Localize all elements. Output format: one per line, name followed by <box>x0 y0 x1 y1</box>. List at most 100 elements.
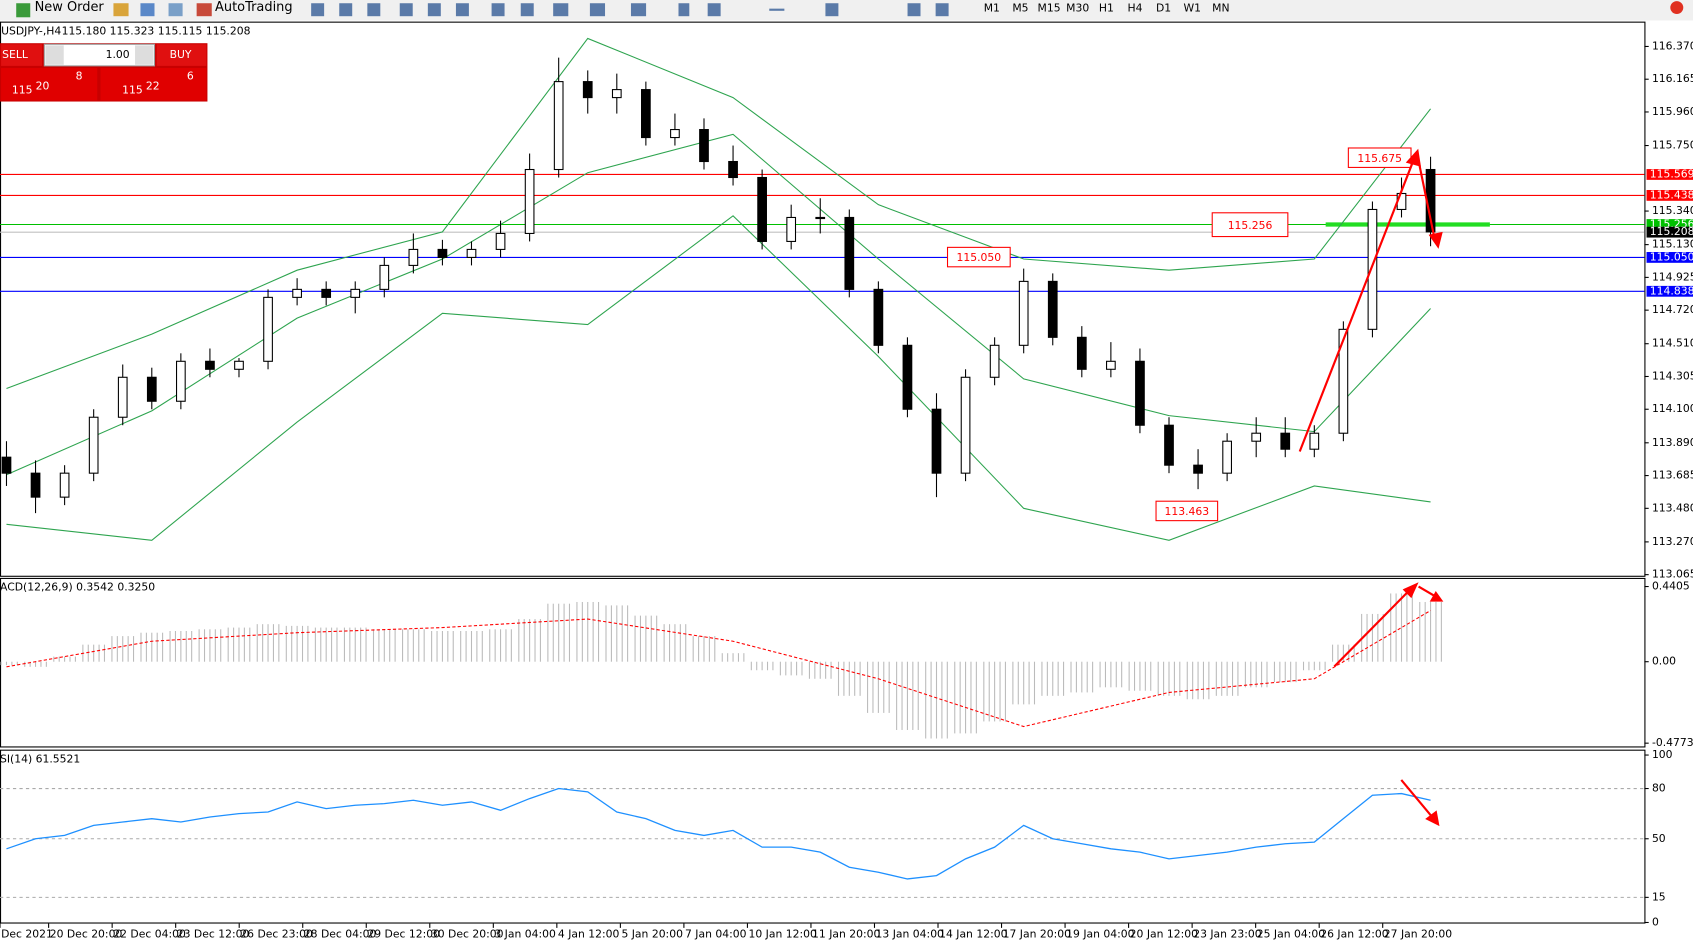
y-tick-label: 113.685 <box>1652 469 1693 482</box>
candle-body <box>1076 336 1087 370</box>
candle-body <box>292 288 302 298</box>
main-pane <box>0 21 1646 577</box>
icon[interactable] <box>113 3 129 17</box>
rsi-pane <box>0 749 1646 924</box>
new-order[interactable]: New Order <box>35 0 105 15</box>
level-tag <box>1646 252 1693 263</box>
alert[interactable] <box>1670 1 1684 15</box>
y-tick-label: 0.4405 <box>1652 580 1690 593</box>
timeframe[interactable]: D1 <box>1156 2 1171 15</box>
candle-body <box>175 360 186 402</box>
candle-body <box>524 168 535 234</box>
arrowhead <box>1429 591 1444 602</box>
buy-button[interactable] <box>156 44 207 66</box>
sell-big: 115 <box>12 84 33 97</box>
x-tick-label: Dec 2021 <box>1 927 53 940</box>
icon[interactable] <box>140 3 155 17</box>
arrowhead <box>1428 231 1443 249</box>
timeframe[interactable]: W1 <box>1183 2 1201 15</box>
toolbar <box>0 0 1693 21</box>
y-tick-label: 114.720 <box>1652 303 1693 316</box>
level-tag <box>1646 226 1693 238</box>
level-tag <box>1646 219 1693 230</box>
y-tick-label: 113.065 <box>1652 568 1693 581</box>
tool[interactable] <box>707 3 721 17</box>
timeframe[interactable]: M30 <box>1066 2 1089 15</box>
x-tick-label: 30 Dec 20:00 <box>431 927 504 940</box>
y-tick-label: 114.510 <box>1652 337 1693 350</box>
tool[interactable] <box>455 3 469 17</box>
timeframe[interactable]: MN <box>1212 2 1229 15</box>
tool[interactable] <box>491 3 505 17</box>
candle-body <box>205 360 215 370</box>
bollinger-middle <box>6 133 1431 476</box>
tool[interactable] <box>630 3 647 17</box>
buy-price[interactable] <box>100 68 207 101</box>
level-tag <box>1646 285 1693 297</box>
candle-body <box>582 81 593 99</box>
candle-body <box>728 160 738 179</box>
level-label: 115.050 <box>1650 250 1693 263</box>
sell-label[interactable]: SELL <box>2 48 28 61</box>
candle-body <box>263 296 273 362</box>
trade-panel: SELL 1.00 BUY 115 20 8 115 22 6 <box>0 43 208 102</box>
candle-body <box>321 288 332 298</box>
x-tick-label: 4 Jan 12:00 <box>558 927 620 940</box>
tool[interactable] <box>907 3 921 17</box>
annotation-box <box>946 246 1011 268</box>
tool[interactable] <box>589 3 606 17</box>
rsi-line <box>6 787 1431 880</box>
level-label: 115.569 <box>1650 167 1693 180</box>
tool[interactable] <box>339 3 353 17</box>
symbol: USDJPY-,H4 <box>1 24 61 37</box>
candle-body <box>670 129 680 139</box>
tool[interactable] <box>311 3 325 17</box>
x-tick-label: 20 Dec 20:00 <box>50 927 123 940</box>
candle-body <box>699 129 709 163</box>
tool[interactable] <box>367 3 381 17</box>
timeframe[interactable]: H4 <box>1127 2 1142 15</box>
y-tick-label: 115.750 <box>1652 139 1693 152</box>
y-tick-label: 115.340 <box>1652 204 1693 217</box>
arrowhead <box>1425 810 1440 827</box>
tool[interactable] <box>399 3 413 17</box>
x-tick-label: 23 Dec 12:00 <box>177 927 250 940</box>
tool[interactable] <box>825 3 839 17</box>
x-tick-label: 26 Dec 23:00 <box>240 927 313 940</box>
spin-down[interactable] <box>45 45 64 65</box>
y-tick-label: 113.270 <box>1652 535 1693 548</box>
sell-button[interactable] <box>1 44 43 66</box>
buy-label[interactable]: BUY <box>170 48 192 61</box>
sell-price[interactable] <box>1 68 98 101</box>
x-tick-label: 20 Jan 12:00 <box>1130 927 1198 940</box>
annotation-box <box>1211 212 1289 238</box>
spin-up[interactable] <box>135 45 154 65</box>
tool[interactable] <box>520 3 534 17</box>
lots[interactable]: 1.00 <box>106 48 130 61</box>
timeframe[interactable]: M1 <box>984 2 1000 15</box>
tool[interactable] <box>935 3 949 17</box>
candle-body <box>815 216 826 220</box>
tool[interactable] <box>427 3 441 17</box>
lots-input[interactable] <box>43 43 156 67</box>
icon[interactable] <box>168 3 183 17</box>
autotrading-icon[interactable] <box>196 3 212 17</box>
y-tick-label: 114.100 <box>1652 402 1693 415</box>
timeframe[interactable]: H1 <box>1099 2 1114 15</box>
autotrading[interactable]: AutoTrading <box>215 0 293 15</box>
candle-body <box>437 248 448 258</box>
candle-body <box>873 288 884 346</box>
bollinger-lower <box>6 215 1431 541</box>
x-tick-label: 29 Dec 12:00 <box>367 927 440 940</box>
candle-body <box>1164 424 1174 466</box>
x-tick-label: 7 Jan 04:00 <box>685 927 747 940</box>
level-label: 114.838 <box>1650 284 1693 297</box>
new-order-icon[interactable] <box>16 3 31 18</box>
tool[interactable] <box>678 3 690 17</box>
timeframe[interactable]: M5 <box>1012 2 1028 15</box>
tool[interactable] <box>553 3 569 17</box>
y-tick-label: 114.305 <box>1652 369 1693 382</box>
tool[interactable] <box>769 8 785 11</box>
timeframe[interactable]: M15 <box>1038 2 1061 15</box>
